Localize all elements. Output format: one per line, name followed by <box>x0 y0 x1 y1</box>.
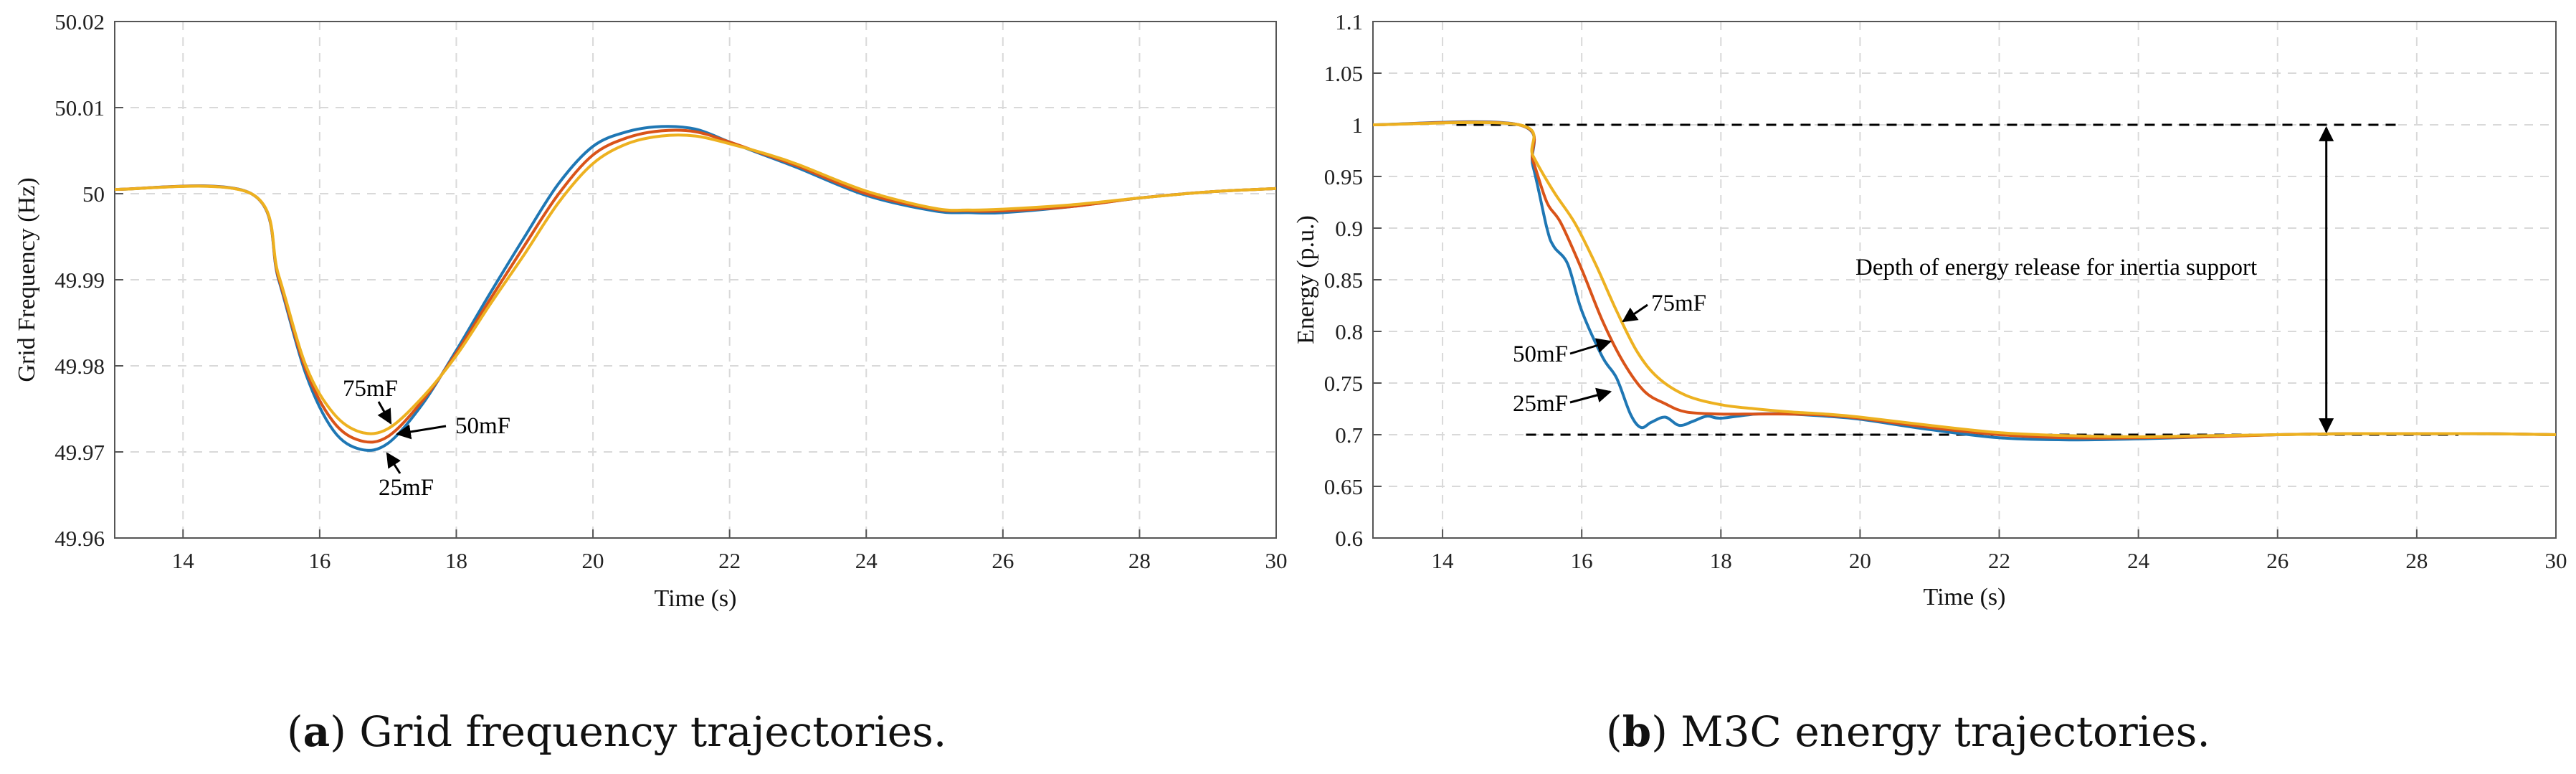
annotation-25mf-arrow <box>386 452 401 474</box>
annotation-25mf: 25mF <box>379 475 434 501</box>
x-tick-label: 22 <box>1988 548 2010 573</box>
chart-panel-b: 14 16 18 20 22 24 26 28 30 0.6 0.65 0.7 0.75 0.8 0.85… <box>1293 9 2567 756</box>
y-tick-label: 50 <box>82 181 105 207</box>
y-tick-label: 0.65 <box>1324 474 1363 499</box>
x-tick-label: 30 <box>1265 548 1288 573</box>
annotation-75mf-arrow <box>1622 303 1648 323</box>
x-tick-label: 28 <box>1128 548 1151 573</box>
y-tick-label: 50.02 <box>54 9 105 34</box>
y-tick-label: 0.8 <box>1335 319 1363 344</box>
x-tick-label: 16 <box>1571 548 1593 573</box>
annotation-50mf: 50mF <box>1513 341 1568 367</box>
annotation-25mf-arrow <box>1569 387 1612 404</box>
series-75mF-line <box>1372 121 2557 438</box>
x-tick-label: 16 <box>308 548 331 573</box>
caption-b-letter: b <box>1622 707 1652 756</box>
series-75mF-line <box>114 133 1277 435</box>
annotation-50mf: 50mF <box>455 413 510 439</box>
y-tick-label: 0.85 <box>1324 268 1363 293</box>
series-25mF-line <box>114 125 1277 452</box>
x-tick-label: 14 <box>172 548 195 573</box>
x-tick-label: 24 <box>855 548 878 573</box>
x-tick-label: 20 <box>582 548 604 573</box>
x-tick-label: 20 <box>1849 548 1871 573</box>
x-tick-label: 26 <box>992 548 1014 573</box>
x-tick-label: 28 <box>2405 548 2428 573</box>
y-tick-label: 49.97 <box>54 440 105 465</box>
y-tick-label: 1.05 <box>1324 61 1363 86</box>
caption-a: (a) Grid frequency trajectories. <box>287 707 946 756</box>
series-50mF-line <box>114 128 1277 444</box>
x-tick-label: 22 <box>718 548 741 573</box>
y-axis-label: Energy (p.u.) <box>1293 215 1319 344</box>
caption-a-prefix: ( <box>287 707 303 756</box>
chart-panel-a: 14 16 18 20 22 24 26 28 30 49.96 49.97 49.98 49.99 5… <box>14 9 1288 756</box>
y-tick-label: 49.98 <box>54 354 105 379</box>
x-tick-label: 18 <box>445 548 467 573</box>
y-tick-label: 1 <box>1352 113 1364 138</box>
x-tick-label: 30 <box>2545 548 2567 573</box>
y-tick-label: 49.96 <box>54 526 105 551</box>
annotation-75mf: 75mF <box>1651 291 1706 316</box>
x-axis-label: Time (s) <box>1924 584 2006 610</box>
caption-b: (b) M3C energy trajectories. <box>1606 707 2210 756</box>
caption-a-letter: a <box>303 707 331 756</box>
series-lines <box>114 125 1277 452</box>
y-tick-label: 0.9 <box>1335 216 1363 241</box>
annotation-75mf-arrow <box>377 401 392 425</box>
annotation-75mf: 75mF <box>343 376 398 402</box>
caption-b-prefix: ( <box>1606 707 1622 756</box>
y-tick-label: 0.75 <box>1324 371 1363 396</box>
annotation-25mf: 25mF <box>1513 391 1568 417</box>
x-axis-label: Time (s) <box>655 585 737 612</box>
grid-lines <box>115 21 1277 539</box>
caption-a-text: ) Grid frequency trajectories. <box>330 707 946 756</box>
annotation-depth-text: Depth of energy release for inertia supp… <box>1855 255 2257 280</box>
y-tick-label: 50.01 <box>54 95 105 121</box>
x-axis-ticks: 14 16 18 20 22 24 26 28 30 <box>172 529 1288 573</box>
x-tick-label: 18 <box>1710 548 1732 573</box>
x-tick-label: 14 <box>1432 548 1455 573</box>
x-tick-label: 26 <box>2266 548 2289 573</box>
caption-b-text: ) M3C energy trajectories. <box>1651 707 2210 756</box>
annotation-50mf-arrow <box>395 424 447 440</box>
y-tick-label: 49.99 <box>54 268 105 293</box>
y-axis-ticks: 49.96 49.97 49.98 49.99 50 50.01 50.02 <box>54 9 123 551</box>
y-axis-label: Grid Frequency (Hz) <box>14 177 40 382</box>
x-tick-label: 24 <box>2127 548 2150 573</box>
y-axis-ticks: 0.6 0.65 0.7 0.75 0.8 0.85 0.9 0.95 1 1.05 1.1 <box>1324 9 1382 551</box>
x-axis-ticks: 14 16 18 20 22 24 26 28 30 <box>1432 529 2567 573</box>
y-tick-label: 0.95 <box>1324 164 1363 189</box>
y-tick-label: 1.1 <box>1335 9 1363 34</box>
y-tick-label: 0.7 <box>1335 423 1363 448</box>
annotation-50mf-arrow <box>1569 338 1612 355</box>
series-lines <box>1372 120 2557 442</box>
y-tick-label: 0.6 <box>1335 526 1363 551</box>
